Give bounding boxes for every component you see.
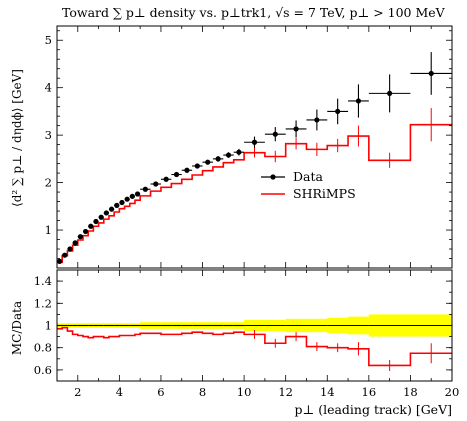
data-point [88,223,94,229]
main-y-tick-label: 4 [45,81,52,95]
main-panel: 1 2 3 4 5 [45,25,453,269]
ratio-mc-line [57,326,452,367]
data-point [114,202,120,208]
x-tick-label: 18 [403,385,418,399]
data-point [129,193,135,199]
y-axis-label-ratio: MC/Data [10,301,24,355]
data-point [251,139,258,145]
main-axes: 1 2 3 4 5 [45,25,453,269]
ratio-y-tick-label: 0.8 [34,341,52,355]
data-point [173,171,180,178]
main-y-tick-label: 3 [45,128,52,142]
data-point [134,191,141,197]
data-point [108,206,115,212]
legend-shrimps-label: SHRiMPS [293,186,356,201]
data-point [56,258,63,264]
data-point [194,163,200,169]
main-frame [56,25,453,269]
data-point [119,199,125,206]
data-point [72,240,78,246]
data-point [163,176,169,182]
main-y-tick-label: 2 [45,176,52,190]
ratio-data-layer [57,324,452,372]
data-point [142,186,148,192]
x-tick-label: 20 [445,385,460,399]
x-tick-label: 10 [237,385,252,399]
x-tick-label: 14 [320,385,335,399]
data-point [77,234,83,240]
main-data-layer [56,52,452,264]
legend-data-marker [270,174,276,180]
x-tick-label: 16 [362,385,377,399]
data-point [124,196,130,202]
data-point [93,218,99,225]
data-point [272,131,278,137]
data-point [215,156,221,162]
data-point [67,246,73,252]
x-tick-label: 12 [278,385,293,399]
ratio-y-tick-label: 1.2 [34,296,52,310]
data-point [293,126,299,132]
data-point [335,108,341,115]
y-axis-label-main: ⟨d² ∑ p⊥ / dηdϕ⟩ [GeV] [10,69,24,207]
x-axis-label: p⊥ (leading track) [GeV] [294,402,452,417]
data-point [82,228,89,235]
ratio-axes: 2 4 6 8 10 12 14 16 18 20 0.6 0.8 1 1.2 1.4 [34,269,460,399]
data-point [98,214,104,220]
shrimps-series-line [57,123,452,264]
ratio-y-tick-label: 0.6 [34,363,52,377]
main-y-tick-label: 1 [45,223,52,237]
data-point [236,149,242,155]
x-tick-label: 8 [199,385,206,399]
data-point [428,70,434,77]
data-point [225,152,232,158]
data-point [314,117,320,123]
data-point [355,98,362,104]
main-y-tick-label: 5 [45,33,52,47]
ratio-y-tick-label: 1.4 [34,274,52,288]
x-tick-label: 4 [116,385,123,399]
data-point [387,90,393,96]
data-point [184,167,190,173]
x-tick-label: 2 [74,385,81,399]
data-point [103,210,109,216]
legend-data-label: Data [293,169,323,184]
data-point [153,181,159,187]
ratio-panel: 2 4 6 8 10 12 14 16 18 20 0.6 0.8 1 1.2 1.4 [34,269,460,399]
x-tick-label: 6 [157,385,164,399]
chart-title: Toward ∑ p⊥ density vs. p⊥trk1, √s = 7 T… [62,5,446,20]
data-point [62,252,68,258]
data-point [205,159,211,165]
ratio-y-tick-label: 1 [45,319,52,333]
legend: Data SHRiMPS [261,169,356,201]
